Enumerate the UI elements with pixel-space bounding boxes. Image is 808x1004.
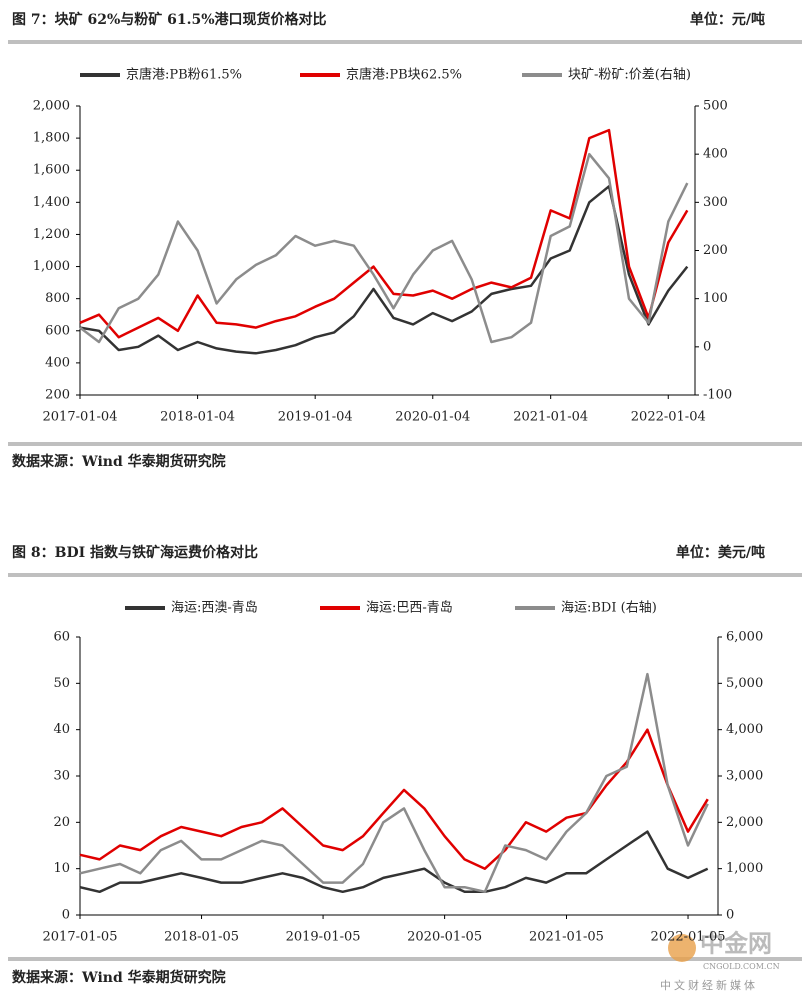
y2-tick-label: 0 bbox=[703, 339, 711, 354]
y-tick-label: 600 bbox=[45, 323, 70, 338]
y2-tick-label: 300 bbox=[703, 195, 728, 210]
source: 数据来源：Wind 华泰期货研究院 bbox=[12, 969, 226, 986]
y2-tick-label: 1,000 bbox=[726, 861, 763, 876]
y-tick-label: 2,000 bbox=[33, 99, 70, 114]
y-tick-label: 60 bbox=[53, 630, 70, 645]
source: 数据来源：Wind 华泰期货研究院 bbox=[12, 453, 226, 470]
y2-tick-label: 200 bbox=[703, 243, 728, 258]
y-tick-label: 40 bbox=[53, 722, 70, 737]
legend-label: 块矿-粉矿:价差(右轴) bbox=[568, 68, 691, 83]
series-line bbox=[79, 128, 689, 339]
x-tick-label: 2020-01-04 bbox=[395, 410, 470, 425]
y-tick-label: 1,400 bbox=[33, 195, 70, 210]
legend-label: 海运:西澳-青岛 bbox=[171, 600, 258, 616]
y-tick-label: 1,600 bbox=[33, 163, 70, 178]
y-tick-label: 400 bbox=[45, 355, 70, 370]
legend-label: 海运:巴西-青岛 bbox=[366, 600, 453, 616]
y2-tick-label: 2,000 bbox=[726, 815, 763, 830]
figure-title: 图 8：BDI 指数与铁矿海运费价格对比 bbox=[12, 544, 258, 561]
x-tick-label: 2021-01-05 bbox=[529, 930, 604, 945]
legend-label: 京唐港:PB粉61.5% bbox=[126, 67, 242, 83]
x-tick-label: 2019-01-04 bbox=[278, 410, 353, 425]
y-tick-label: 50 bbox=[53, 676, 70, 691]
x-tick-label: 2022-01-04 bbox=[631, 410, 706, 425]
x-tick-label: 2017-01-04 bbox=[43, 410, 118, 425]
y2-tick-label: 3,000 bbox=[726, 769, 763, 784]
y-tick-label: 200 bbox=[45, 388, 70, 403]
y-tick-label: 0 bbox=[62, 908, 70, 923]
x-tick-label: 2018-01-04 bbox=[160, 410, 235, 425]
y-tick-label: 20 bbox=[53, 815, 70, 830]
y2-tick-label: 500 bbox=[703, 99, 728, 114]
watermark-logo: 中金网 bbox=[700, 929, 772, 958]
rule bbox=[8, 40, 802, 44]
watermark-url: CNGOLD.COM.CN bbox=[703, 962, 780, 971]
y-tick-label: 30 bbox=[53, 769, 70, 784]
series-line bbox=[79, 728, 709, 870]
y-tick-label: 1,800 bbox=[33, 131, 70, 146]
y-tick-label: 1,200 bbox=[33, 227, 70, 242]
legend-label: 京唐港:PB块62.5% bbox=[346, 67, 462, 83]
y2-tick-label: 6,000 bbox=[726, 630, 763, 645]
y2-tick-label: 400 bbox=[703, 147, 728, 162]
legend-label: 海运:BDI (右轴) bbox=[561, 601, 657, 616]
watermark-icon bbox=[668, 934, 696, 962]
y2-tick-label: 4,000 bbox=[726, 722, 763, 737]
watermark-tagline: 中文财经新媒体 bbox=[660, 978, 758, 992]
series-line bbox=[79, 830, 709, 894]
series-line bbox=[79, 152, 689, 344]
y2-tick-label: 100 bbox=[703, 291, 728, 306]
series-line bbox=[79, 185, 689, 355]
unit: 单位：美元/吨 bbox=[676, 544, 765, 561]
unit: 单位：元/吨 bbox=[690, 11, 765, 28]
rule bbox=[8, 957, 802, 961]
x-tick-label: 2022-01-05 bbox=[651, 930, 726, 945]
x-tick-label: 2017-01-05 bbox=[43, 930, 118, 945]
y-tick-label: 10 bbox=[53, 861, 70, 876]
x-tick-label: 2021-01-04 bbox=[513, 410, 588, 425]
x-tick-label: 2019-01-05 bbox=[286, 930, 361, 945]
y2-tick-label: 0 bbox=[726, 908, 734, 923]
rule bbox=[8, 442, 802, 446]
x-tick-label: 2018-01-05 bbox=[164, 930, 239, 945]
figure-title: 图 7：块矿 62%与粉矿 61.5%港口现货价格对比 bbox=[12, 11, 327, 28]
y-tick-label: 1,000 bbox=[33, 259, 70, 274]
y2-tick-label: -100 bbox=[703, 388, 732, 403]
y-tick-label: 800 bbox=[45, 291, 70, 306]
series-line bbox=[79, 672, 709, 894]
x-tick-label: 2020-01-05 bbox=[407, 930, 482, 945]
y2-tick-label: 5,000 bbox=[726, 676, 763, 691]
rule bbox=[8, 573, 802, 577]
